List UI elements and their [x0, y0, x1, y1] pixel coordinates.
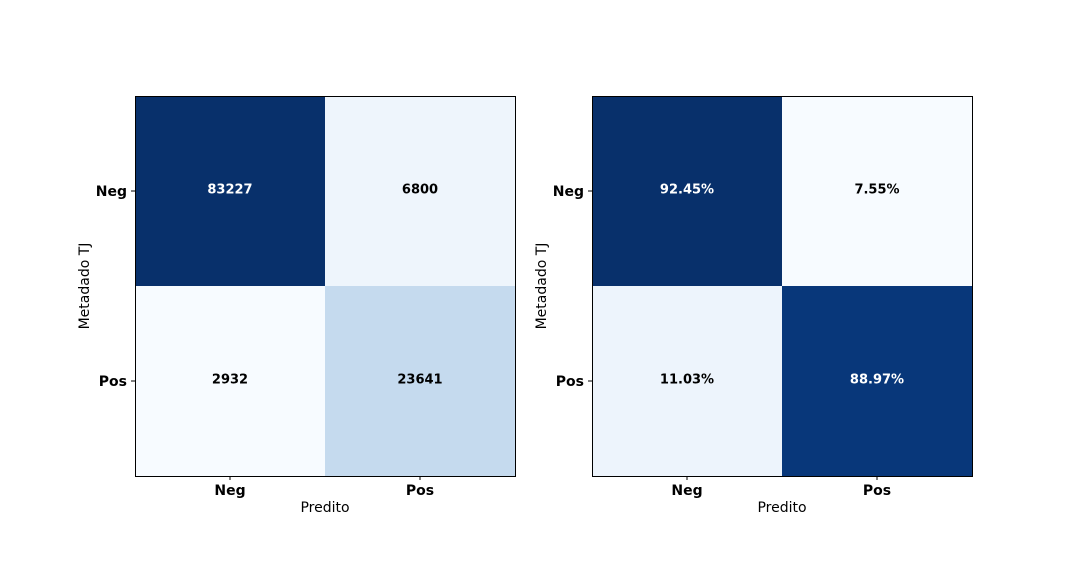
y-axis-label: Metadado TJ: [77, 243, 93, 330]
x-axis-label: Predito: [757, 500, 806, 516]
cell-value-label: 23641: [397, 373, 442, 388]
heatmap-cell: [782, 96, 972, 286]
cell-value-label: 6800: [402, 183, 438, 198]
x-tick-label: Neg: [671, 483, 702, 499]
heatmap-cell: [325, 96, 515, 286]
axes-frame: [592, 96, 973, 477]
y-tick-label: Neg: [553, 184, 584, 200]
cell-value-label: 83227: [207, 183, 252, 198]
y-axis-label: Metadado TJ: [534, 243, 550, 330]
heatmap-panel-1: 83227 6800 2932 23641 Neg Pos Neg Pos Predito Met…: [77, 96, 516, 516]
heatmap-cell: [592, 286, 782, 476]
cell-value-label: 88.97%: [850, 373, 904, 388]
x-tick-label: Neg: [214, 483, 245, 499]
heatmap-cell: [782, 286, 972, 476]
x-tick-label: Pos: [406, 483, 434, 499]
cell-value-label: 92.45%: [660, 183, 714, 198]
y-tick-label: Neg: [96, 184, 127, 200]
heatmap-panel-2: 92.45% 7.55% 11.03% 88.97% Neg Pos Neg Pos Predi…: [534, 96, 973, 516]
heatmap-cell: [592, 96, 782, 286]
cell-value-label: 11.03%: [660, 373, 714, 388]
heatmap-cell: [135, 96, 325, 286]
cell-value-label: 2932: [212, 373, 248, 388]
cell-value-label: 7.55%: [854, 183, 899, 198]
heatmap-cell: [325, 286, 515, 476]
x-tick-label: Pos: [863, 483, 891, 499]
y-tick-label: Pos: [99, 374, 127, 390]
axes-frame: [135, 96, 516, 477]
heatmap-cell: [135, 286, 325, 476]
y-tick-label: Pos: [556, 374, 584, 390]
x-axis-label: Predito: [300, 500, 349, 516]
